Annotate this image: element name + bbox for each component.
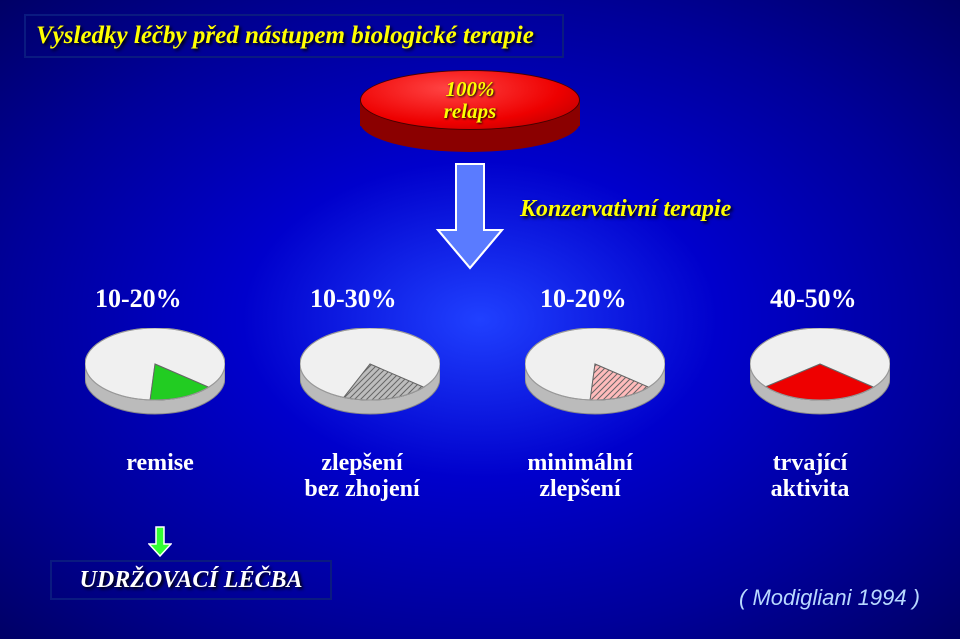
arrow-path — [438, 164, 502, 268]
lbl-0-0: remise — [126, 450, 194, 476]
lbl-2: minimální zlepšení — [480, 450, 680, 503]
disc-top: 100% relaps — [360, 70, 580, 130]
maintenance-label: UDRŽOVACÍ LÉČBA — [80, 567, 303, 594]
conservative-label: Konzervativní terapie — [520, 196, 731, 223]
small-arrow-icon — [148, 526, 172, 558]
lbl-3-0: trvající — [773, 450, 848, 476]
pie-2 — [525, 328, 665, 418]
pie-0 — [85, 328, 225, 418]
title-box: Výsledky léčby před nástupem biologické … — [24, 14, 564, 58]
lbl-3-1: aktivita — [771, 476, 850, 502]
lbl-1-0: zlepšení — [321, 450, 402, 476]
lbl-2-1: zlepšení — [539, 476, 620, 502]
pct-3: 40-50% — [770, 284, 857, 314]
down-arrow-icon — [434, 162, 506, 272]
citation: ( Modigliani 1994 ) — [739, 585, 920, 611]
maintenance-box: UDRŽOVACÍ LÉČBA — [50, 560, 332, 600]
lbl-2-0: minimální — [527, 450, 632, 476]
lbl-1-1: bez zhojení — [304, 476, 419, 502]
small-arrow-path — [149, 527, 171, 556]
lbl-1: zlepšení bez zhojení — [262, 450, 462, 503]
relaps-label: relaps — [444, 100, 497, 122]
pie-1 — [300, 328, 440, 418]
relaps-disc: 100% relaps — [360, 70, 580, 158]
lbl-0: remise — [60, 450, 260, 476]
page-title: Výsledky léčby před nástupem biologické … — [36, 22, 534, 50]
pct-2: 10-20% — [540, 284, 627, 314]
lbl-3: trvající aktivita — [710, 450, 910, 503]
pct-1: 10-30% — [310, 284, 397, 314]
relaps-pct: 100% — [446, 78, 495, 100]
pct-0: 10-20% — [95, 284, 182, 314]
pie-3 — [750, 328, 890, 418]
